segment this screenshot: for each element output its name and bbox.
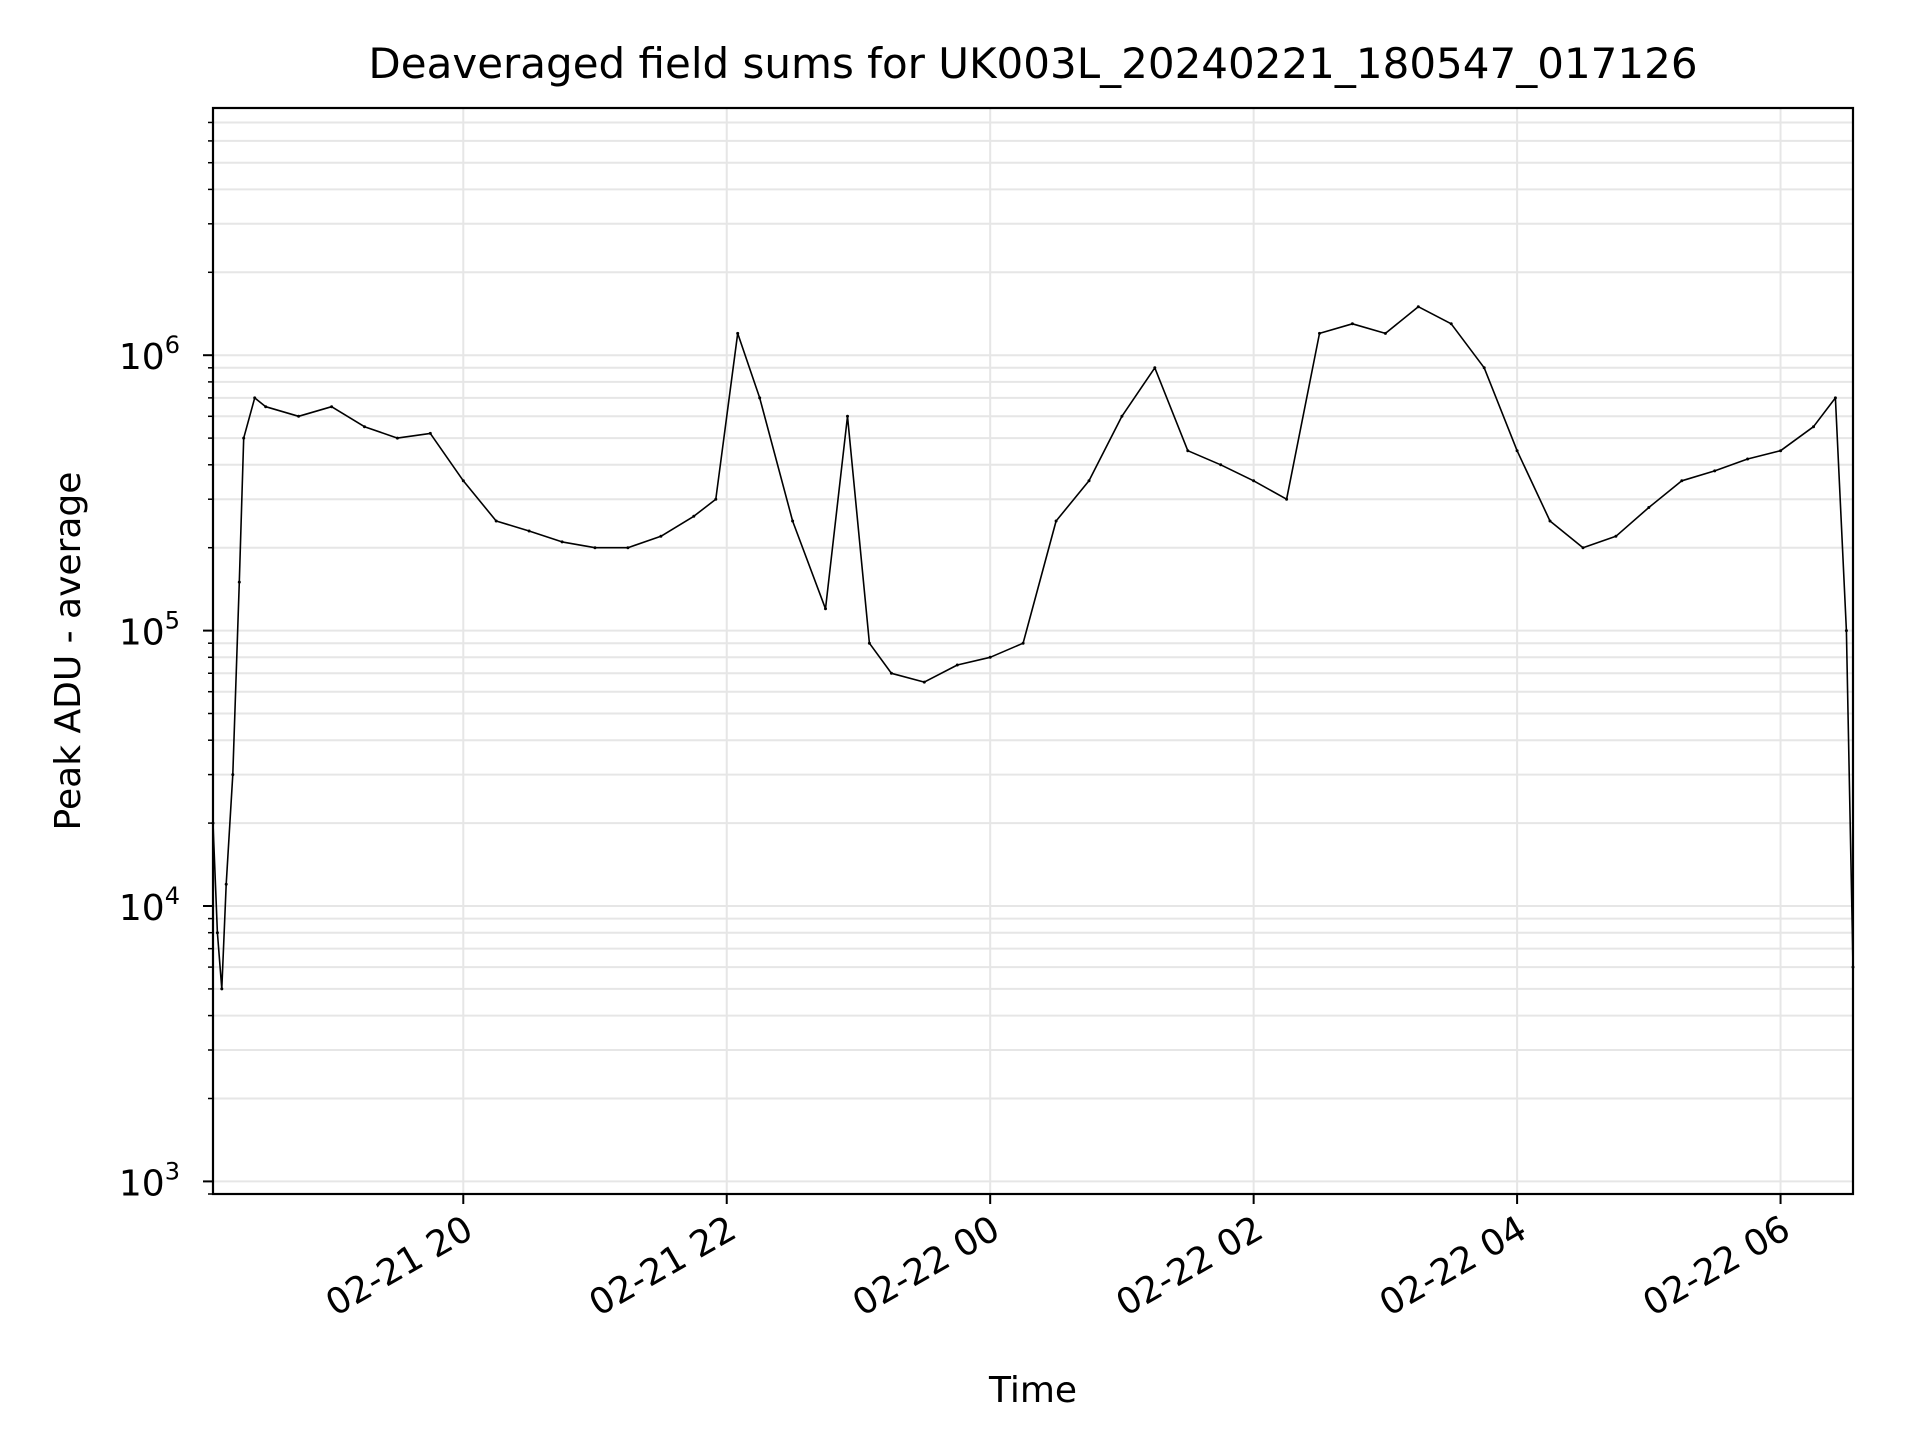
- x-axis-label: Time: [988, 1370, 1077, 1411]
- data-point: [264, 405, 268, 409]
- data-point: [231, 773, 235, 777]
- data-point: [692, 514, 696, 518]
- data-point: [242, 436, 246, 440]
- data-point: [494, 519, 498, 523]
- data-point: [1779, 449, 1783, 453]
- data-point: [1186, 449, 1190, 453]
- data-point: [527, 529, 531, 533]
- data-point: [791, 519, 795, 523]
- data-point: [1285, 497, 1289, 501]
- data-point: [1515, 449, 1519, 453]
- data-point: [593, 546, 597, 550]
- data-point: [215, 931, 219, 935]
- data-point: [714, 497, 718, 501]
- data-point: [955, 663, 959, 667]
- chart-title: Deaveraged field sums for UK003L_2024022…: [368, 39, 1697, 88]
- data-point: [363, 425, 366, 429]
- data-point: [758, 396, 762, 400]
- data-point: [1548, 519, 1552, 523]
- data-point: [1350, 322, 1354, 326]
- data-point: [330, 405, 334, 409]
- data-point: [1120, 414, 1124, 418]
- data-point: [1252, 479, 1256, 483]
- data-point: [1383, 331, 1387, 335]
- data-point: [1219, 463, 1223, 467]
- data-point: [1153, 366, 1157, 370]
- series-line: [212, 305, 1854, 990]
- x-tick-label: 02-22 02: [1109, 1208, 1270, 1324]
- data-point: [297, 414, 301, 418]
- data-point: [1482, 366, 1486, 370]
- data-point: [1746, 457, 1750, 461]
- data-point: [1416, 305, 1420, 309]
- data-point: [1713, 469, 1717, 473]
- data-point: [1833, 396, 1837, 400]
- data-point: [889, 671, 893, 675]
- y-axis-label: Peak ADU - average: [48, 472, 89, 831]
- data-point: [1812, 425, 1815, 429]
- data-point: [1581, 546, 1585, 550]
- data-point: [659, 534, 663, 538]
- data-point: [461, 479, 465, 483]
- data-point: [922, 680, 926, 684]
- data-point: [1680, 479, 1684, 483]
- data-point: [428, 431, 432, 435]
- x-tick-label: 02-22 06: [1636, 1208, 1797, 1324]
- data-point: [224, 882, 228, 886]
- data-point: [1021, 641, 1025, 645]
- plot-frame: [211, 106, 1855, 1196]
- y-tick-label: 106: [119, 331, 180, 378]
- data-point: [395, 436, 399, 440]
- data-point: [988, 655, 992, 659]
- data-point: [1614, 534, 1618, 538]
- x-tick-label: 02-21 20: [319, 1208, 480, 1324]
- data-point: [626, 546, 630, 550]
- y-tick-label: 103: [119, 1157, 180, 1204]
- data-point: [867, 641, 871, 645]
- y-axis: 103 104 105 106: [119, 121, 213, 1204]
- y-tick-label: 105: [119, 607, 180, 654]
- data-point: [736, 331, 740, 335]
- data-point: [237, 580, 241, 584]
- data-point: [1647, 506, 1651, 509]
- data-point: [1318, 331, 1321, 335]
- x-tick-label: 02-22 00: [846, 1208, 1007, 1324]
- grid: [213, 108, 1853, 1195]
- data-point: [220, 987, 224, 991]
- x-tick-label: 02-21 22: [583, 1208, 744, 1324]
- y-tick-label: 104: [119, 882, 180, 929]
- series-layer: [211, 305, 1855, 991]
- data-point: [1449, 322, 1453, 326]
- x-axis: 02-21 20 02-21 22 02-22 00 02-22 02 02-22 04…: [319, 1194, 1797, 1325]
- data-point: [560, 540, 564, 544]
- data-point: [1054, 519, 1058, 523]
- data-point: [1087, 479, 1091, 483]
- data-point: [824, 607, 827, 611]
- data-point: [1844, 629, 1848, 633]
- data-point: [253, 396, 257, 400]
- x-tick-label: 02-22 04: [1373, 1208, 1534, 1324]
- data-point: [846, 414, 849, 418]
